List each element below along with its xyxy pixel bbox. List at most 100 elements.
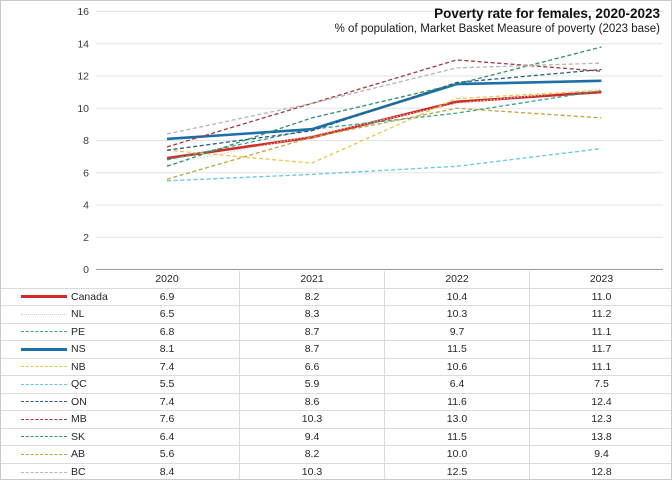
table-value-cell: 12.3 — [591, 413, 612, 426]
table-value-cell: 12.4 — [591, 395, 612, 408]
series-label: NB — [71, 360, 86, 373]
legend-swatch-bc — [21, 471, 67, 473]
table-value-cell: 11.0 — [591, 290, 612, 303]
table-value-cell: 7.4 — [95, 393, 240, 410]
series-label: AB — [71, 448, 86, 461]
table-header-cell: 2022 — [385, 271, 530, 288]
table-value-cell: 11.1 — [591, 360, 612, 373]
table-value-cell: 11.6 — [385, 393, 530, 410]
y-axis-label: 0 — [83, 264, 89, 273]
table-value-cell: 11.5 — [385, 428, 530, 445]
y-axis-label: 4 — [83, 200, 89, 212]
series-legend-cell: ON — [1, 394, 95, 411]
table-value-cell: 8.2 — [240, 288, 385, 305]
legend-swatch-ab — [21, 453, 67, 455]
table-value-cell: 11.2 — [591, 308, 612, 321]
table-row: ON 7.4 8.6 11.6 12.4 — [1, 393, 671, 411]
table-row: SK 6.4 9.4 11.5 13.8 — [1, 428, 671, 446]
series-label: BC — [71, 466, 86, 479]
table-value-cell: 10.4 — [385, 288, 530, 305]
table-value-cell: 13.8 — [591, 430, 612, 443]
y-axis-label: 14 — [77, 38, 89, 50]
table-value-cell: 6.4 — [95, 428, 240, 445]
y-axis-label: 16 — [77, 6, 89, 18]
legend-swatch-qc — [21, 383, 67, 385]
series-legend-cell: NL — [1, 306, 95, 323]
series-line-ns — [166, 79, 602, 141]
series-label: Canada — [71, 290, 108, 303]
table-value-cell: 11.1 — [591, 325, 612, 338]
table-value-cell: 13.0 — [385, 411, 530, 428]
table-value-cell: 11.5 — [385, 341, 530, 358]
table-header-row: 2020 2021 2022 2023 — [1, 271, 671, 289]
table-value-cell: 7.4 — [95, 358, 240, 375]
table-corner-cell — [1, 271, 95, 288]
series-line-nl — [166, 88, 602, 166]
series-label: QC — [71, 378, 87, 391]
legend-swatch-mb — [21, 418, 67, 420]
table-value-cell: 8.6 — [240, 393, 385, 410]
table-value-cell: 5.9 — [240, 376, 385, 393]
legend-swatch-on — [21, 401, 67, 403]
table-value-cell: 5.5 — [95, 376, 240, 393]
series-legend-cell: NS — [1, 341, 95, 358]
series-line-pe — [166, 89, 602, 161]
y-axis-label: 6 — [83, 167, 89, 179]
series-label: ON — [71, 395, 87, 408]
series-line-nb — [166, 89, 602, 164]
series-line-on — [166, 68, 602, 151]
table-value-cell: 6.5 — [95, 306, 240, 323]
table-value-cell: 9.4 — [240, 428, 385, 445]
table-row: NL 6.5 8.3 10.3 11.2 — [1, 306, 671, 324]
y-axis-label: 10 — [77, 103, 89, 115]
series-legend-cell: MB — [1, 411, 95, 428]
table-row: NS 8.1 8.7 11.5 11.7 — [1, 341, 671, 359]
series-line-qc — [166, 147, 602, 182]
y-axis-label: 8 — [83, 135, 89, 147]
legend-swatch-pe — [21, 331, 67, 333]
series-line-ab — [166, 107, 602, 180]
table-row: MB 7.6 10.3 13.0 12.3 — [1, 411, 671, 429]
table-value-cell: 8.2 — [240, 446, 385, 463]
table-value-cell: 8.3 — [240, 306, 385, 323]
table-value-cell: 8.1 — [95, 341, 240, 358]
series-label: NS — [71, 343, 86, 356]
table-value-cell: 6.4 — [385, 376, 530, 393]
series-label: NL — [71, 308, 85, 321]
series-legend-cell: NB — [1, 359, 95, 376]
table-value-cell: 9.7 — [385, 323, 530, 340]
table-value-cell: 10.3 — [240, 463, 385, 479]
table-row: Canada 6.9 8.2 10.4 11.0 — [1, 288, 671, 306]
table-header-cell: 2023 — [589, 273, 614, 286]
series-line-mb — [166, 59, 602, 148]
series-legend-cell: BC — [1, 464, 95, 480]
table-value-cell: 12.5 — [385, 463, 530, 479]
table-value-cell: 8.4 — [95, 463, 240, 479]
legend-swatch-nl — [21, 313, 67, 315]
table-row: QC 5.5 5.9 6.4 7.5 — [1, 376, 671, 394]
series-line-sk — [166, 46, 602, 167]
table-value-cell: 11.7 — [591, 343, 612, 356]
table-value-cell: 10.3 — [385, 306, 530, 323]
table-value-cell: 10.0 — [385, 446, 530, 463]
table-row: BC 8.4 10.3 12.5 12.8 — [1, 463, 671, 480]
y-axis-label: 12 — [77, 71, 89, 83]
table-value-cell: 6.8 — [95, 323, 240, 340]
table-value-cell: 10.6 — [385, 358, 530, 375]
table-value-cell: 7.5 — [594, 378, 609, 391]
table-header-cell: 2021 — [240, 271, 385, 288]
table-value-cell: 7.6 — [95, 411, 240, 428]
series-legend-cell: SK — [1, 429, 95, 446]
table-value-cell: 9.4 — [594, 448, 609, 461]
series-legend-cell: Canada — [1, 289, 108, 306]
chart-title: Poverty rate for females, 2020-2023 — [434, 6, 660, 21]
y-axis-label: 2 — [83, 232, 89, 244]
table-value-cell: 5.6 — [95, 446, 240, 463]
series-legend-cell: AB — [1, 446, 95, 463]
table-value-cell: 8.7 — [240, 323, 385, 340]
series-label: SK — [71, 430, 86, 443]
table-value-cell: 6.9 — [95, 288, 240, 305]
table-value-cell: 6.6 — [240, 358, 385, 375]
table-row: AB 5.6 8.2 10.0 9.4 — [1, 446, 671, 464]
